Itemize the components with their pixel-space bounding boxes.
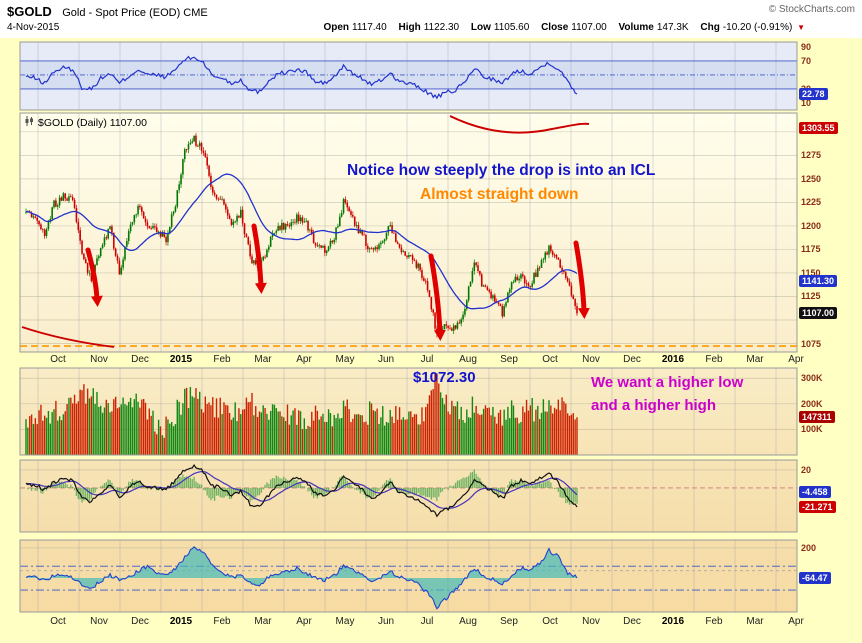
volume-label: Volume bbox=[618, 22, 654, 33]
high-label: High bbox=[398, 22, 421, 33]
chart-header: $GOLD Gold - Spot Price (EOD) CME © Stoc… bbox=[0, 0, 862, 38]
quote-strip: Open 1117.40 High 1122.30 Low 1105.60 Close… bbox=[314, 22, 805, 33]
open-label: Open bbox=[323, 22, 350, 33]
volume-value: 147.3K bbox=[656, 22, 689, 33]
symbol-description: Gold - Spot Price (EOD) CME bbox=[62, 7, 208, 19]
title-row: $GOLD Gold - Spot Price (EOD) CME bbox=[7, 3, 208, 21]
close-value: 1107.00 bbox=[571, 22, 607, 33]
change-down-icon: ▼ bbox=[797, 23, 805, 32]
quote-date: 4-Nov-2015 bbox=[7, 22, 60, 33]
change-value: -10.20 (-0.91%) bbox=[722, 22, 793, 33]
symbol: $GOLD bbox=[7, 4, 52, 19]
open-value: 1117.40 bbox=[352, 22, 387, 33]
stockcharts-credit[interactable]: © StockCharts.com bbox=[768, 4, 855, 15]
quote-row: 4-Nov-2015 Open 1117.40 High 1122.30 Low 11… bbox=[7, 22, 855, 33]
low-label: Low bbox=[470, 22, 491, 33]
high-value: 1122.30 bbox=[423, 22, 460, 33]
change-label: Chg bbox=[700, 22, 720, 33]
close-label: Close bbox=[541, 22, 569, 33]
low-value: 1105.60 bbox=[493, 22, 530, 33]
